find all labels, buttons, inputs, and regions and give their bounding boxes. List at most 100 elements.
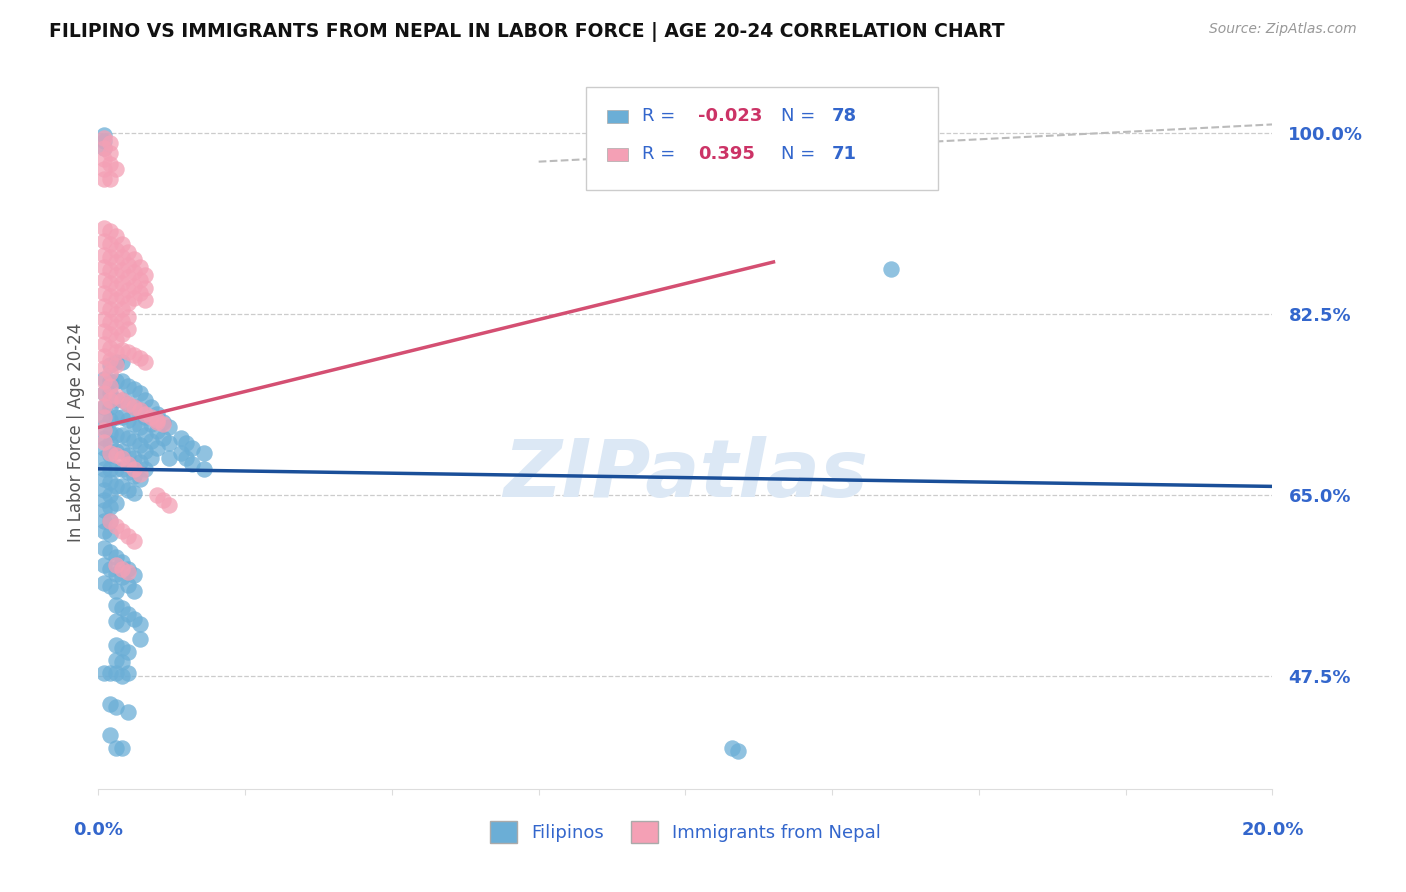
Point: [93, 128, 115, 142]
Point: [111, 616, 134, 631]
Point: [93, 492, 115, 507]
Point: [105, 345, 128, 359]
Point: [93, 503, 115, 517]
Point: [141, 417, 163, 432]
Point: [111, 410, 134, 425]
Point: [122, 451, 145, 466]
Point: [122, 265, 145, 279]
Point: [93, 400, 115, 414]
Point: [117, 397, 139, 411]
Point: [117, 607, 139, 621]
Point: [152, 492, 174, 507]
Point: [141, 434, 163, 448]
Point: [105, 355, 128, 369]
Point: [169, 431, 191, 445]
Point: [93, 361, 115, 376]
Point: [169, 446, 191, 460]
Point: [111, 276, 134, 290]
Point: [111, 237, 134, 252]
Point: [117, 665, 139, 680]
Point: [117, 345, 139, 359]
Point: [93, 220, 115, 235]
Point: [98, 359, 121, 373]
Point: [152, 415, 174, 429]
Bar: [607, 148, 628, 161]
Point: [146, 413, 169, 427]
Point: [105, 741, 128, 756]
Point: [98, 374, 121, 388]
Point: [98, 527, 121, 541]
Point: [98, 475, 121, 490]
Point: [128, 272, 150, 286]
Point: [134, 355, 156, 369]
Point: [117, 431, 139, 445]
Point: [98, 488, 121, 502]
Point: [93, 324, 115, 338]
Point: [105, 449, 128, 463]
Point: [93, 141, 115, 155]
Point: [105, 161, 128, 176]
Point: [111, 655, 134, 669]
Point: [98, 562, 121, 576]
Point: [111, 343, 134, 357]
Point: [152, 417, 174, 432]
Point: [122, 462, 145, 476]
Point: [117, 457, 139, 471]
Point: [98, 237, 121, 252]
Point: [152, 431, 174, 445]
Point: [105, 699, 128, 714]
Point: [117, 529, 139, 543]
Point: [105, 583, 128, 598]
Point: [105, 444, 128, 458]
Point: [98, 224, 121, 238]
Y-axis label: In Labor Force | Age 20-24: In Labor Force | Age 20-24: [66, 323, 84, 542]
Text: 0.0%: 0.0%: [73, 821, 124, 838]
Point: [117, 705, 139, 719]
Point: [146, 415, 169, 429]
Point: [93, 300, 115, 314]
Point: [105, 614, 128, 628]
Point: [98, 514, 121, 528]
Point: [111, 289, 134, 303]
Point: [93, 431, 115, 445]
Point: [98, 386, 121, 401]
Point: [98, 327, 121, 342]
Point: [721, 741, 744, 756]
Point: [93, 131, 115, 145]
Point: [157, 436, 180, 450]
Point: [105, 268, 128, 283]
Point: [105, 496, 128, 510]
Point: [134, 268, 156, 283]
Point: [98, 449, 121, 463]
Point: [93, 235, 115, 249]
Point: [111, 451, 134, 466]
Point: [105, 665, 128, 680]
Point: [122, 400, 145, 414]
Point: [93, 248, 115, 262]
Point: [146, 441, 169, 455]
Point: [117, 465, 139, 479]
Point: [122, 469, 145, 483]
Point: [93, 514, 115, 528]
Point: [117, 322, 139, 336]
Point: [98, 315, 121, 329]
Point: [105, 333, 128, 347]
Point: [98, 425, 121, 440]
Point: [141, 400, 163, 414]
Point: [122, 278, 145, 293]
Point: [111, 263, 134, 277]
Point: [193, 446, 215, 460]
Point: [176, 451, 198, 466]
Text: 20.0%: 20.0%: [1241, 821, 1303, 838]
Point: [111, 562, 134, 576]
Point: [105, 653, 128, 667]
Point: [105, 392, 128, 407]
Point: [93, 483, 115, 497]
Point: [105, 427, 128, 442]
Text: ZIPatlas: ZIPatlas: [503, 436, 868, 515]
Point: [93, 260, 115, 274]
Point: [117, 413, 139, 427]
Point: [98, 436, 121, 450]
Point: [93, 423, 115, 437]
Point: [117, 449, 139, 463]
